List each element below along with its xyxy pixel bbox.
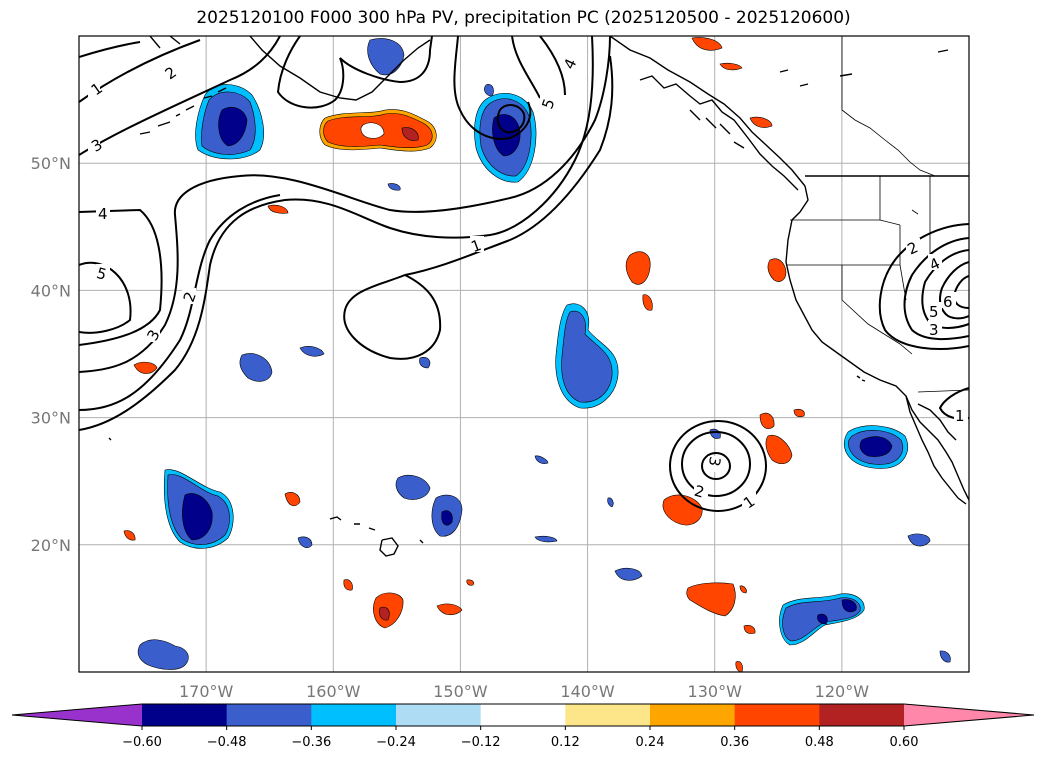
lon-tick-label: 150°W — [433, 682, 488, 701]
map-title: 2025120100 F000 300 hPa PV, precipitatio… — [196, 8, 851, 28]
lon-tick-label: 160°W — [306, 682, 361, 701]
contour-label: 5 — [95, 264, 109, 284]
colorbar-extend-high — [904, 704, 1034, 726]
colorbar-segment — [142, 704, 228, 726]
lat-tick-label: 50°N — [31, 154, 71, 173]
colorbar-tick-label: 0.48 — [805, 735, 834, 750]
coastlines — [108, 36, 969, 557]
precip-neg-region — [555, 303, 619, 409]
colorbar-tick-label: −0.36 — [291, 735, 331, 750]
colorbar-tick-label: 0.36 — [720, 735, 749, 750]
contour-label: 1 — [955, 407, 965, 425]
precip-neg-region — [779, 593, 865, 646]
lon-tick-label: 130°W — [688, 682, 743, 701]
lon-tick-label: 120°W — [815, 682, 870, 701]
contour-label: 5 — [929, 303, 939, 321]
colorbar-tick-label: −0.12 — [461, 735, 501, 750]
colorbar-tick-label: 0.60 — [890, 735, 919, 750]
colorbar-tick-label: −0.60 — [122, 735, 162, 750]
contour-label: 6 — [943, 293, 953, 311]
colorbar-segment — [480, 704, 566, 726]
lon-tick-label: 170°W — [179, 682, 234, 701]
colorbar-extend-low — [12, 704, 142, 726]
lon-tick-label: 140°W — [560, 682, 615, 701]
latitude-labels: 20°N 30°N 40°N 50°N — [31, 154, 71, 555]
precip-pos-region — [319, 109, 437, 152]
precipitation-field — [123, 37, 951, 672]
colorbar-tick-label: 0.12 — [551, 735, 580, 750]
precip-neg-region — [395, 475, 463, 537]
colorbar-tick-label: −0.48 — [207, 735, 247, 750]
contour-label: 3 — [705, 455, 724, 468]
longitude-labels: 170°W 160°W 150°W 140°W 130°W 120°W — [179, 682, 869, 701]
precip-neg-region — [843, 425, 908, 469]
colorbar-segment — [311, 704, 397, 726]
precip-pos-region — [123, 37, 805, 672]
lat-tick-label: 30°N — [31, 409, 71, 428]
colorbar-segment — [565, 704, 651, 726]
map-frame — [78, 35, 970, 673]
colorbar-tick-label: −0.24 — [376, 735, 416, 750]
precip-neg-region — [367, 38, 405, 76]
gridlines — [79, 36, 969, 672]
contour-label: 4 — [98, 205, 108, 223]
precip-neg-region — [195, 84, 264, 160]
colorbar-tick-label: 0.24 — [636, 735, 665, 750]
colorbar-segment — [396, 704, 482, 726]
colorbar: −0.60 −0.48 −0.36 −0.24 −0.12 0.12 0.24 0.36 0.4… — [11, 703, 1035, 750]
colorbar-segment — [226, 704, 312, 726]
precip-neg-region — [137, 639, 189, 670]
contour-label: 2 — [692, 482, 706, 502]
contour-label: 3 — [929, 321, 939, 339]
lat-tick-label: 40°N — [31, 281, 71, 300]
colorbar-segment — [650, 704, 736, 726]
precip-neg-region — [474, 93, 537, 183]
political-borders — [786, 36, 969, 393]
precip-neg-region — [164, 469, 234, 549]
colorbar-segment — [819, 704, 905, 726]
precip-neg-region — [239, 346, 431, 382]
precip-neg-region — [297, 84, 951, 663]
lat-tick-label: 20°N — [31, 536, 71, 555]
colorbar-segment — [734, 704, 820, 726]
